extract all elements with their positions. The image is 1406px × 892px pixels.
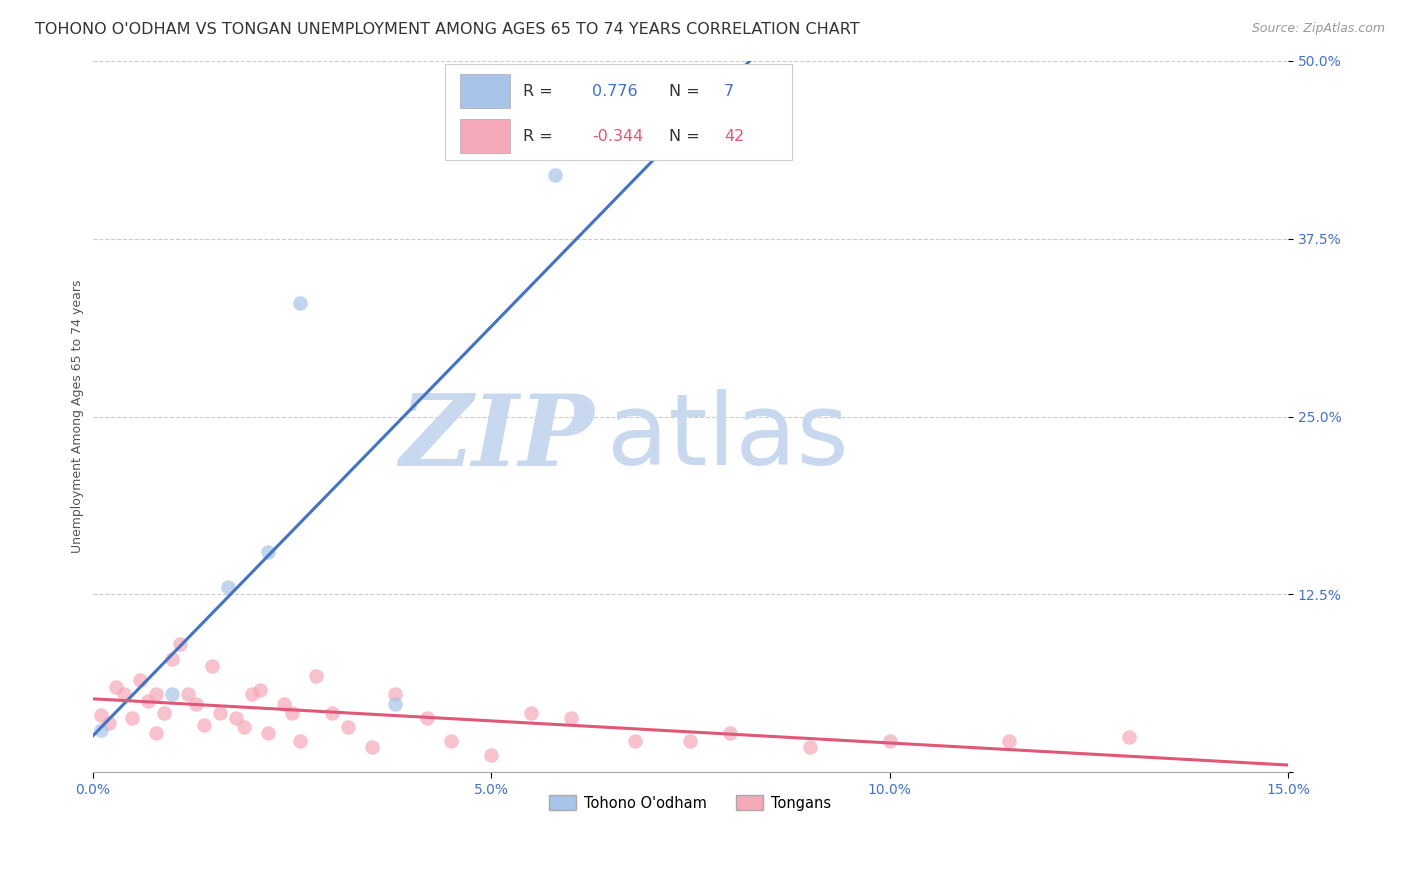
Text: N =: N = — [669, 128, 704, 144]
Point — [129, 673, 152, 687]
Point — [209, 706, 232, 720]
Point — [257, 725, 280, 739]
Point — [718, 725, 741, 739]
FancyBboxPatch shape — [446, 64, 792, 161]
Text: ZIP: ZIP — [399, 390, 595, 486]
Point — [305, 668, 328, 682]
Y-axis label: Unemployment Among Ages 65 to 74 years: Unemployment Among Ages 65 to 74 years — [72, 280, 84, 553]
Point — [145, 687, 167, 701]
Point — [105, 680, 128, 694]
Point — [288, 734, 311, 748]
Point — [257, 545, 280, 559]
Point — [114, 687, 136, 701]
Text: R =: R = — [523, 84, 558, 99]
Point — [799, 739, 821, 754]
Point — [225, 711, 247, 725]
Text: N =: N = — [669, 84, 704, 99]
Point — [479, 748, 502, 763]
Point — [336, 720, 359, 734]
Point — [360, 739, 382, 754]
Point — [998, 734, 1021, 748]
Point — [97, 715, 120, 730]
FancyBboxPatch shape — [460, 120, 510, 153]
Point — [162, 687, 184, 701]
Point — [186, 697, 208, 711]
Text: 7: 7 — [724, 84, 734, 99]
Point — [201, 658, 224, 673]
Point — [879, 734, 901, 748]
Text: TOHONO O'ODHAM VS TONGAN UNEMPLOYMENT AMONG AGES 65 TO 74 YEARS CORRELATION CHAR: TOHONO O'ODHAM VS TONGAN UNEMPLOYMENT AM… — [35, 22, 860, 37]
Point — [520, 706, 543, 720]
Point — [623, 734, 645, 748]
Point — [90, 723, 112, 737]
Text: R =: R = — [523, 128, 558, 144]
Point — [249, 682, 271, 697]
Point — [384, 697, 406, 711]
Point — [145, 725, 167, 739]
Point — [217, 580, 239, 594]
FancyBboxPatch shape — [460, 74, 510, 108]
Point — [416, 711, 439, 725]
Point — [169, 637, 191, 651]
Text: 0.776: 0.776 — [592, 84, 638, 99]
Point — [233, 720, 256, 734]
Point — [560, 711, 582, 725]
Point — [281, 706, 304, 720]
Point — [162, 651, 184, 665]
Point — [1118, 730, 1140, 744]
Legend: Tohono O'odham, Tongans: Tohono O'odham, Tongans — [544, 789, 838, 816]
Point — [177, 687, 200, 701]
Point — [273, 697, 295, 711]
Text: Source: ZipAtlas.com: Source: ZipAtlas.com — [1251, 22, 1385, 36]
Point — [544, 168, 567, 182]
Point — [153, 706, 176, 720]
Point — [121, 711, 143, 725]
Text: atlas: atlas — [607, 390, 848, 486]
Point — [321, 706, 343, 720]
Text: 42: 42 — [724, 128, 744, 144]
Point — [440, 734, 463, 748]
Text: -0.344: -0.344 — [592, 128, 644, 144]
Point — [90, 708, 112, 723]
Point — [240, 687, 263, 701]
Point — [384, 687, 406, 701]
Point — [288, 295, 311, 310]
Point — [193, 718, 215, 732]
Point — [138, 694, 160, 708]
Point — [679, 734, 702, 748]
